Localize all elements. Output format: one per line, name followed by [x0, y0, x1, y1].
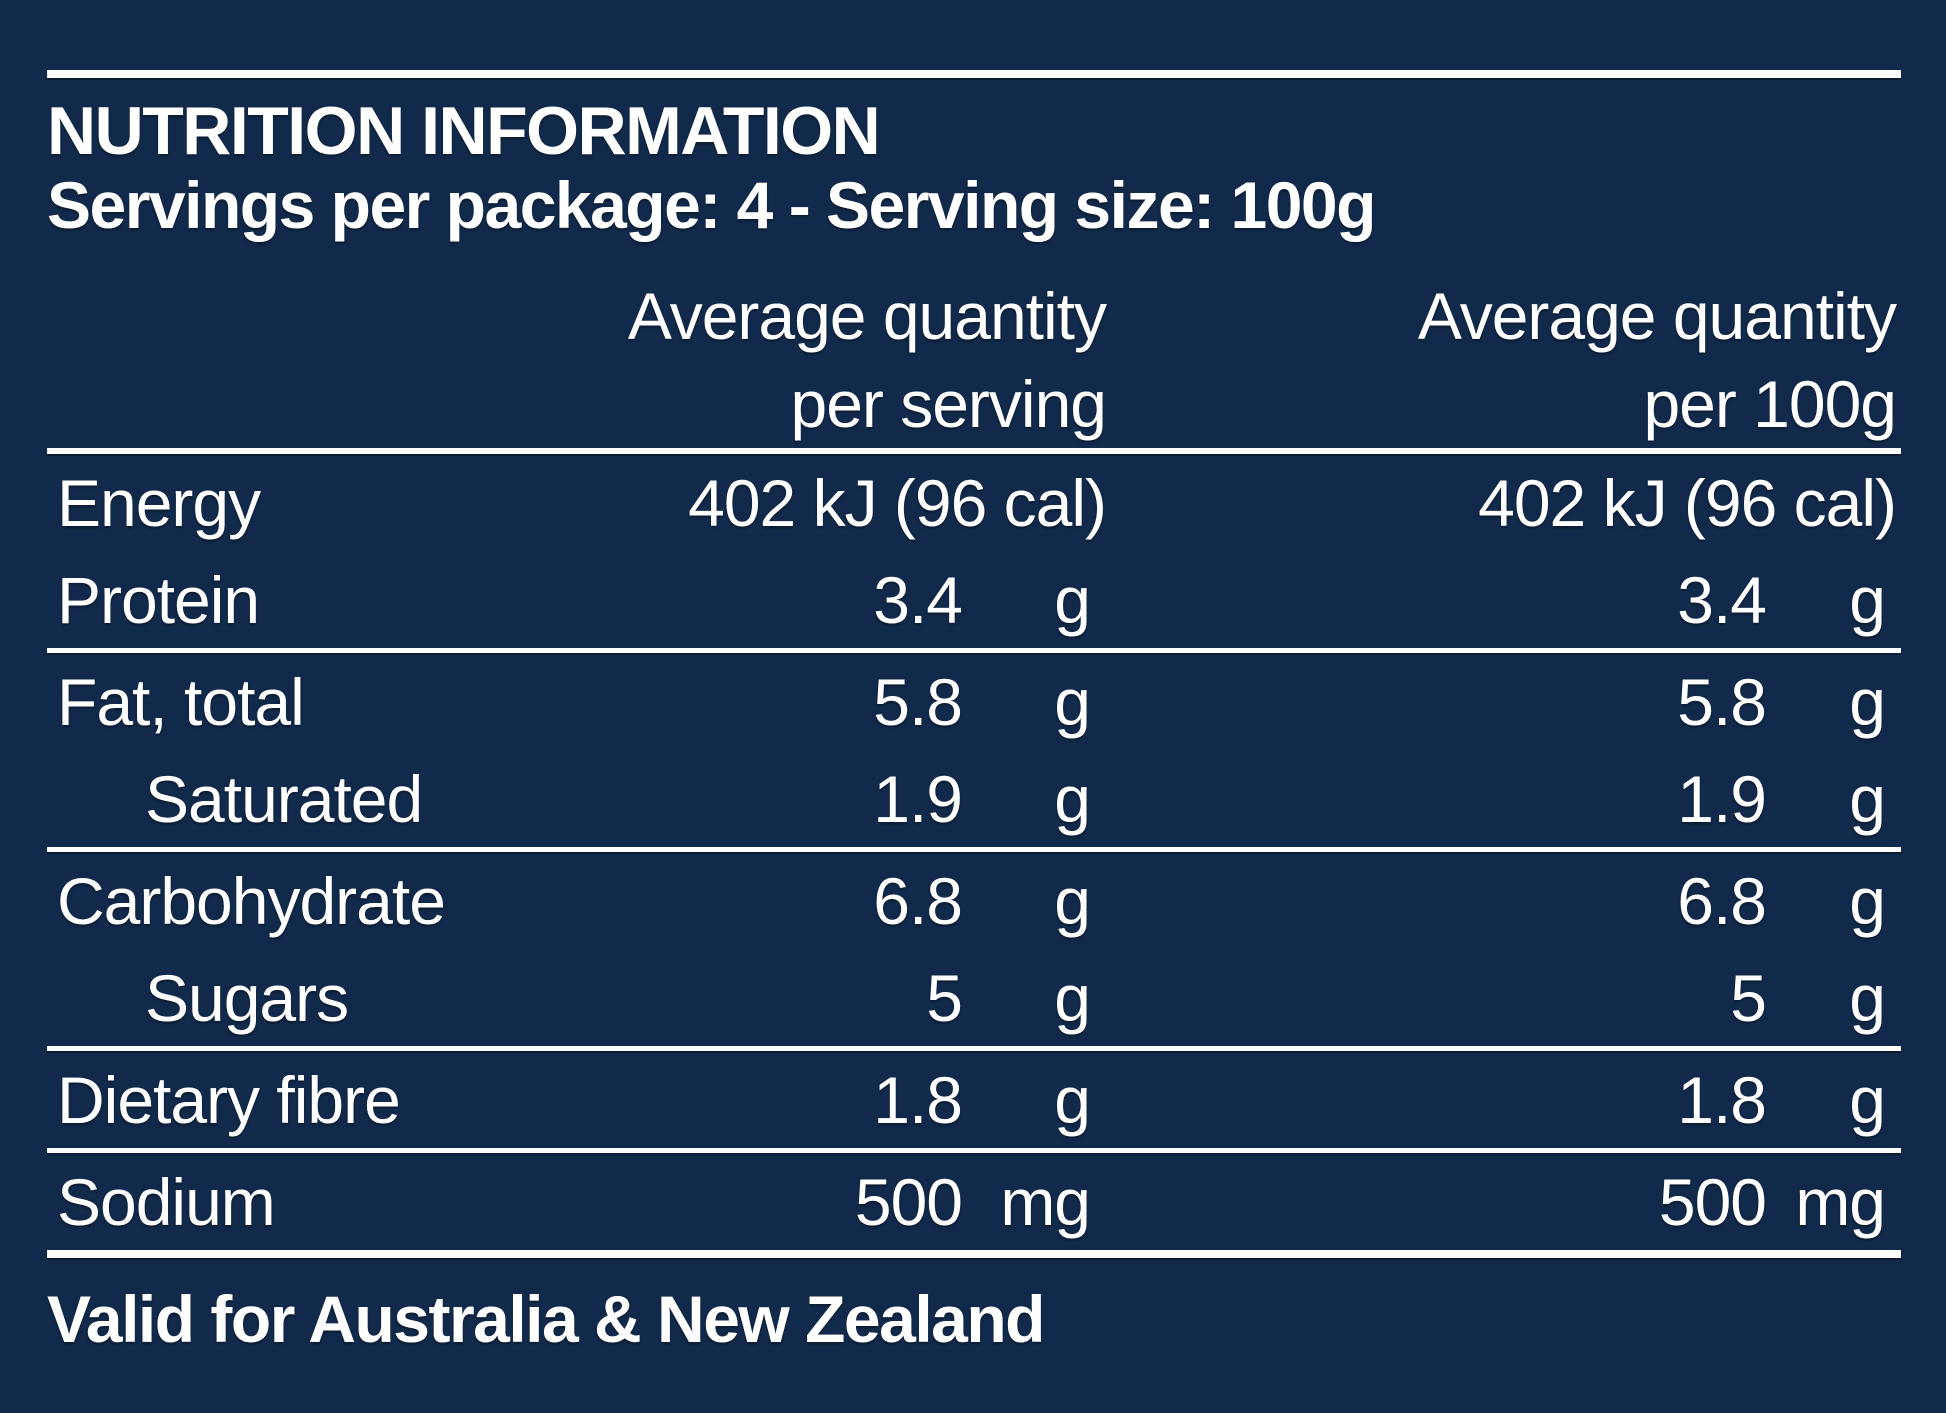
nutrient-label: Saturated	[145, 761, 423, 836]
per-100g-value: 5.8	[1677, 664, 1767, 739]
header-per-100g-line2: per 100g	[1643, 367, 1897, 441]
per-serving-unit: g	[1054, 863, 1091, 938]
per-serving-value: 5.8	[873, 664, 963, 739]
column-headers: Average quantity per serving Average qua…	[47, 272, 1901, 448]
nutrient-row: Energy 402 kJ (96 cal) 402 kJ (96 cal)	[47, 454, 1901, 551]
nutrition-table: Energy 402 kJ (96 cal) 402 kJ (96 cal) Prot…	[47, 454, 1901, 1258]
per-serving-unit: g	[1054, 960, 1091, 1035]
nutrient-row: Sodium 500 mg 500 mg	[47, 1153, 1901, 1250]
nutrient-row: Fat, total 5.8 g 5.8 g	[47, 653, 1901, 750]
nutrient-row: Saturated 1.9 g 1.9 g	[47, 750, 1901, 847]
panel-title: NUTRITION INFORMATION	[47, 93, 881, 169]
nutrient-label: Sodium	[57, 1164, 276, 1239]
header-per-serving-line2: per serving	[790, 367, 1108, 441]
per-100g-value: 3.4	[1677, 562, 1767, 637]
header-per-100g-line1: Average quantity	[1417, 279, 1897, 353]
header-rule	[47, 448, 1901, 454]
row-divider	[47, 847, 1901, 852]
top-rule	[47, 70, 1901, 78]
nutrient-label: Energy	[57, 465, 261, 540]
per-100g-unit: g	[1849, 664, 1886, 739]
header-per-100g: Average quantity per 100g	[1106, 272, 1901, 448]
nutrient-label: Fat, total	[57, 664, 305, 739]
nutrient-row: Dietary fibre 1.8 g 1.8 g	[47, 1051, 1901, 1148]
per-serving-unit: g	[1054, 761, 1091, 836]
per-100g-value: 1.8	[1677, 1062, 1767, 1137]
per-100g-unit: g	[1849, 761, 1886, 836]
per-100g-value: 500	[1658, 1164, 1767, 1239]
bottom-rule	[47, 1250, 1901, 1258]
nutrient-row: Sugars 5 g 5 g	[47, 949, 1901, 1046]
header-per-serving-line1: Average quantity	[627, 279, 1107, 353]
validity-note: Valid for Australia & New Zealand	[47, 1282, 1046, 1356]
per-100g-unit: mg	[1795, 1164, 1886, 1239]
per-100g-unit: g	[1849, 863, 1886, 938]
per-100g-value: 1.9	[1677, 761, 1767, 836]
per-100g-unit: g	[1849, 1062, 1886, 1137]
nutrient-label: Dietary fibre	[57, 1062, 401, 1137]
per-serving-unit: g	[1054, 562, 1091, 637]
per-serving-value: 6.8	[873, 863, 963, 938]
nutrient-row: Protein 3.4 g 3.4 g	[47, 551, 1901, 648]
nutrient-row: Carbohydrate 6.8 g 6.8 g	[47, 852, 1901, 949]
row-divider	[47, 648, 1901, 653]
servings-info: Servings per package: 4 - Serving size: …	[47, 168, 1376, 242]
per-serving-value: 1.8	[873, 1062, 963, 1137]
per-serving-value: 500	[854, 1164, 963, 1239]
per-100g-unit: g	[1849, 960, 1886, 1035]
per-serving-value: 3.4	[873, 562, 963, 637]
nutrient-label: Carbohydrate	[57, 863, 446, 938]
per-serving-value: 1.9	[873, 761, 963, 836]
row-divider	[47, 1148, 1901, 1153]
row-divider	[47, 1046, 1901, 1051]
nutrient-label: Sugars	[145, 960, 349, 1035]
per-serving-unit: g	[1054, 664, 1091, 739]
per-100g-value: 5	[1730, 960, 1767, 1035]
per-100g-value: 6.8	[1677, 863, 1767, 938]
nutrient-label: Protein	[57, 562, 260, 637]
per-serving-unit: mg	[1000, 1164, 1091, 1239]
per-serving-unit: g	[1054, 1062, 1091, 1137]
per-100g-value: 402 kJ (96 cal)	[1478, 465, 1897, 540]
per-serving-value: 5	[926, 960, 963, 1035]
per-100g-unit: g	[1849, 562, 1886, 637]
header-per-serving: Average quantity per serving	[47, 272, 1108, 448]
per-serving-value: 402 kJ (96 cal)	[688, 465, 1107, 540]
